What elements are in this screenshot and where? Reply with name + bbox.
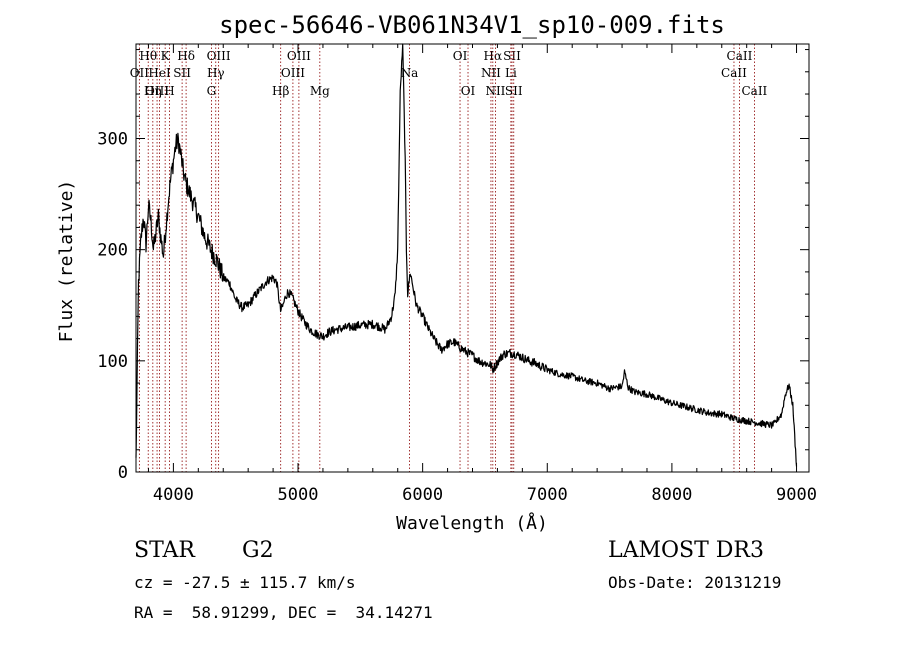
spectral-line-label: CaII — [741, 84, 767, 98]
y-axis-label: Flux (relative) — [56, 180, 77, 343]
y-tick-label: 100 — [97, 352, 128, 372]
spectral-line-label: SII — [503, 49, 521, 63]
observation-date: Obs-Date: 20131219 — [608, 573, 782, 592]
x-tick-label: 5000 — [278, 485, 319, 505]
spectral-line-label: OIII — [145, 84, 169, 98]
spectral-line-label: Hγ — [207, 66, 225, 80]
spectral-line-label: OIII — [207, 49, 231, 63]
chart-title: spec-56646-VB061N34V1_sp10-009.fits — [219, 11, 725, 39]
spectral-line-label: Hθ — [139, 49, 157, 63]
plot-frame — [135, 43, 810, 473]
spectral-line-label: CaII — [727, 49, 753, 63]
coordinates: RA = 58.91299, DEC = 34.14271 — [134, 603, 433, 622]
x-axis-label: Wavelength (Å) — [396, 512, 548, 534]
y-tick-label: 300 — [97, 129, 128, 149]
spectral-line-label: Li — [505, 66, 517, 80]
spectral-line-label: OII — [130, 66, 150, 80]
spectral-line-label: G — [207, 84, 217, 98]
spectral-line-label: OIII — [287, 49, 311, 63]
y-tick-label: 200 — [97, 241, 128, 261]
redshift-velocity: cz = -27.5 ± 115.7 km/s — [134, 573, 356, 592]
spectral-line-label: CaII — [721, 66, 747, 80]
spectral-line-label: Mg — [310, 84, 330, 98]
spectrum-line — [135, 43, 798, 467]
y-tick-label: 0 — [118, 463, 128, 483]
spectral-line-label: OIII — [281, 66, 305, 80]
x-tick-label: 8000 — [651, 485, 692, 505]
x-tick-label: 4000 — [153, 485, 194, 505]
spectral-line-label: SII — [173, 66, 191, 80]
spectral-line-label: Na — [401, 66, 419, 80]
spectral-line-label: OI — [453, 49, 468, 63]
survey-label: LAMOST DR3 — [608, 538, 764, 563]
spectral-line-label: NII — [485, 84, 505, 98]
x-tick-label: 7000 — [527, 485, 568, 505]
x-tick-label: 9000 — [776, 485, 817, 505]
spectral-line-label: OI — [461, 84, 476, 98]
spectral-line-label: Hα — [484, 49, 503, 63]
subclass: G2 — [242, 538, 274, 563]
object-class: STAR — [134, 538, 195, 563]
spectral-line-label: SII — [505, 84, 523, 98]
spectral-line-label: K — [161, 49, 171, 63]
spectral-line-label: NII — [481, 66, 501, 80]
spectral-line-label: Hδ — [177, 49, 195, 63]
spectral-line-label: Hβ — [272, 84, 289, 98]
x-tick-label: 6000 — [402, 485, 443, 505]
spectral-line-label: Hη — [144, 84, 162, 98]
spectral-line-label: H — [164, 84, 174, 98]
spectral-line-label: HeI — [148, 66, 171, 80]
